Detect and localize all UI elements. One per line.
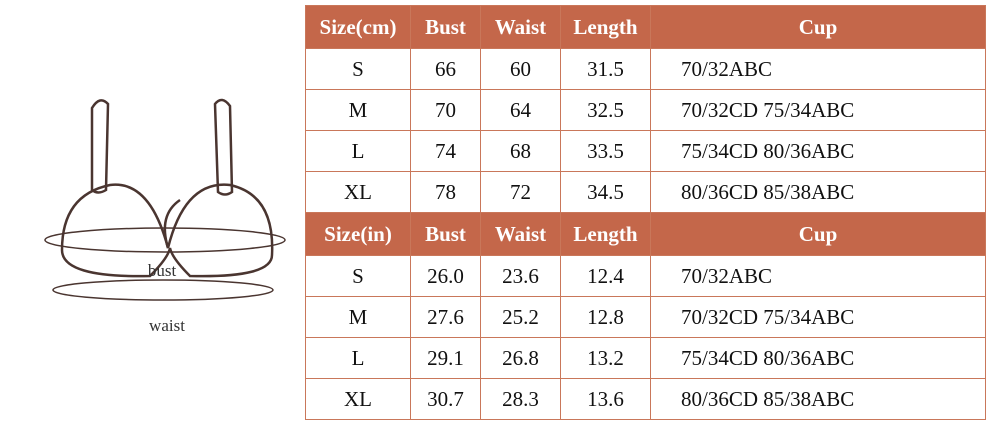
table-cell: 13.6: [560, 378, 651, 420]
table-row: L 29.1 26.8 13.2 75/34CD 80/36ABC: [305, 337, 986, 379]
table-cell: L: [305, 337, 411, 379]
table-cell: 26.8: [480, 337, 561, 379]
table-cell: 66: [410, 48, 481, 90]
table-cell: 23.6: [480, 255, 561, 297]
table-cell: 29.1: [410, 337, 481, 379]
waist-line: [52, 279, 274, 301]
table-cell: 80/36CD 85/38ABC: [650, 171, 986, 213]
header-cell: Waist: [480, 5, 561, 49]
table-row: XL 78 72 34.5 80/36CD 85/38ABC: [305, 171, 986, 213]
bust-line: [44, 227, 286, 253]
table-cell: 70/32CD 75/34ABC: [650, 296, 986, 338]
bra-illustration: bust waist: [44, 98, 286, 335]
table-cell: S: [305, 255, 411, 297]
table-cell: 68: [480, 130, 561, 172]
table-cell: XL: [305, 378, 411, 420]
waist-label: waist: [149, 316, 185, 335]
table-cell: 70/32CD 75/34ABC: [650, 89, 986, 131]
header-cell: Cup: [650, 212, 986, 256]
header-cell: Size(cm): [305, 5, 411, 49]
header-cell: Cup: [650, 5, 986, 49]
table-cell: M: [305, 296, 411, 338]
table-row: S 26.0 23.6 12.4 70/32ABC: [305, 255, 986, 297]
size-table: Size(cm) Bust Waist Length Cup S 66 60 31.5 70/32…: [305, 5, 986, 420]
table-row: XL 30.7 28.3 13.6 80/36CD 85/38ABC: [305, 378, 986, 420]
table-cell: 25.2: [480, 296, 561, 338]
table-cell: 12.4: [560, 255, 651, 297]
bust-label: bust: [148, 261, 177, 280]
table-cell: 80/36CD 85/38ABC: [650, 378, 986, 420]
header-cell: Length: [560, 212, 651, 256]
table-cell: 12.8: [560, 296, 651, 338]
table-cell: 75/34CD 80/36ABC: [650, 130, 986, 172]
table-cell: 78: [410, 171, 481, 213]
table-cell: 75/34CD 80/36ABC: [650, 337, 986, 379]
table-cell: M: [305, 89, 411, 131]
table-cell: 72: [480, 171, 561, 213]
table-cell: 70: [410, 89, 481, 131]
table-cell: 13.2: [560, 337, 651, 379]
table-cell: 70/32ABC: [650, 48, 986, 90]
table-cell: 34.5: [560, 171, 651, 213]
table-cell: 64: [480, 89, 561, 131]
table-row: M 27.6 25.2 12.8 70/32CD 75/34ABC: [305, 296, 986, 338]
table-cell: 27.6: [410, 296, 481, 338]
header-row: Size(cm) Bust Waist Length Cup: [305, 5, 986, 49]
table-row: M 70 64 32.5 70/32CD 75/34ABC: [305, 89, 986, 131]
table-cell: 28.3: [480, 378, 561, 420]
table-cell: 70/32ABC: [650, 255, 986, 297]
header-cell: Waist: [480, 212, 561, 256]
table-cell: 32.5: [560, 89, 651, 131]
table-cell: 31.5: [560, 48, 651, 90]
header-cell: Length: [560, 5, 651, 49]
table-cell: L: [305, 130, 411, 172]
table-cell: 60: [480, 48, 561, 90]
table-cell: 26.0: [410, 255, 481, 297]
table-cell: 30.7: [410, 378, 481, 420]
bra-outline: [60, 98, 274, 278]
table-cell: 74: [410, 130, 481, 172]
table-row: S 66 60 31.5 70/32ABC: [305, 48, 986, 90]
header-cell: Size(in): [305, 212, 411, 256]
header-row: Size(in) Bust Waist Length Cup: [305, 212, 986, 256]
table-cell: XL: [305, 171, 411, 213]
table-row: L 74 68 33.5 75/34CD 80/36ABC: [305, 130, 986, 172]
table-cell: 33.5: [560, 130, 651, 172]
table-cell: S: [305, 48, 411, 90]
header-cell: Bust: [410, 5, 481, 49]
header-cell: Bust: [410, 212, 481, 256]
